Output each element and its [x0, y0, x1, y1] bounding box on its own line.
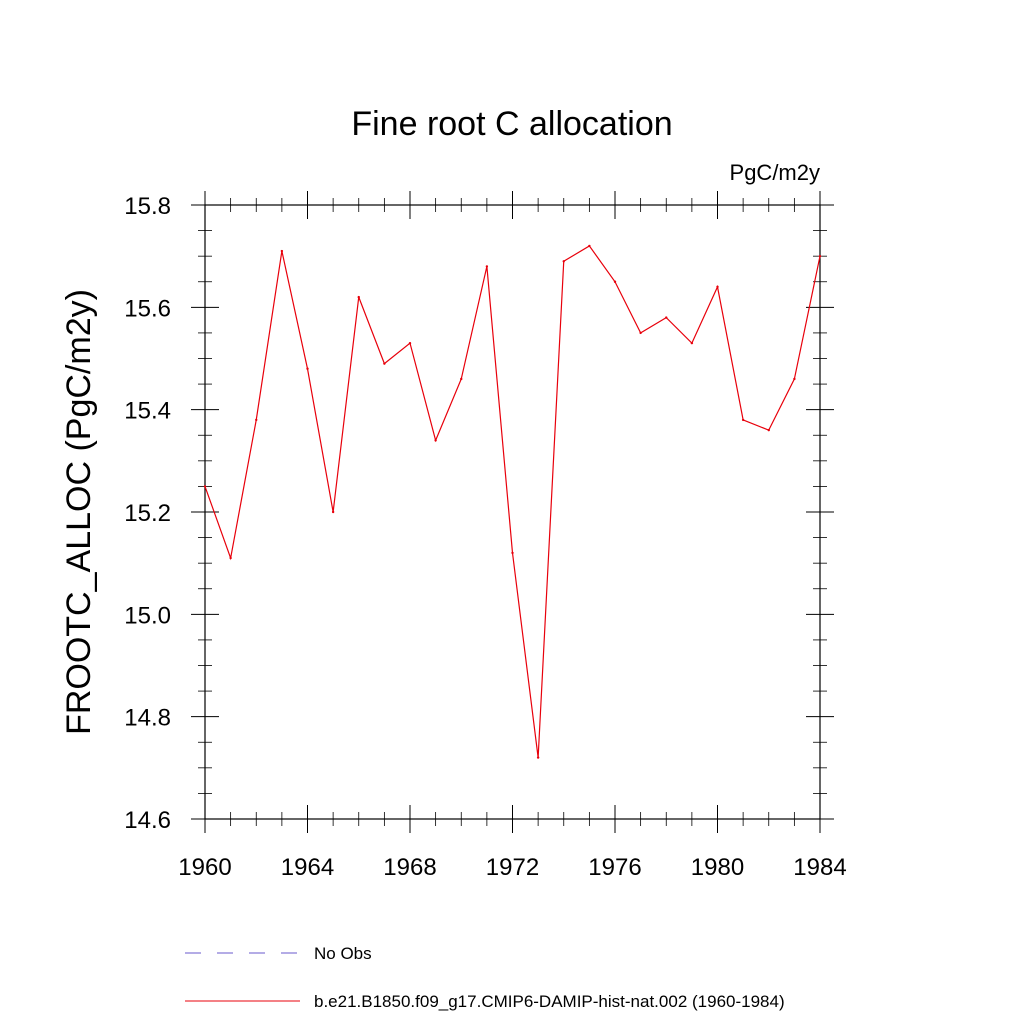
series-line — [204, 245, 821, 758]
y-tick-label: 14.8 — [124, 705, 171, 732]
y-axis-tick-labels: 14.6 14.8 15.0 15.2 15.4 15.6 15.8 — [124, 193, 171, 834]
legend: No Obs b.e21.B1850.f09_g17.CMIP6-DAMIP-hi… — [185, 944, 785, 1011]
x-tick-label: 1972 — [486, 854, 539, 881]
data-point — [639, 331, 642, 335]
legend-label: b.e21.B1850.f09_g17.CMIP6-DAMIP-hist-nat… — [314, 992, 785, 1011]
y-tick-label: 15.6 — [124, 295, 171, 322]
data-point — [306, 367, 309, 370]
x-tick-label: 1964 — [281, 854, 334, 881]
data-point — [331, 510, 335, 514]
data-point — [203, 485, 207, 488]
x-axis-minor-ticks — [230, 198, 795, 826]
x-tick-label: 1980 — [691, 854, 744, 881]
y-axis-major-ticks — [191, 204, 834, 820]
data-point — [690, 341, 694, 345]
data-point — [280, 249, 284, 253]
data-point — [536, 756, 540, 759]
data-point — [511, 551, 514, 555]
data-point — [767, 428, 770, 432]
data-point — [408, 341, 412, 345]
data-point — [588, 244, 591, 248]
units-label: PgC/m2y — [730, 160, 820, 185]
x-tick-label: 1984 — [793, 854, 846, 881]
data-point — [818, 254, 822, 258]
y-axis-label: FROOTC_ALLOC (PgC/m2y) — [60, 289, 98, 735]
data-point — [434, 439, 437, 442]
data-point — [716, 285, 719, 289]
x-axis-tick-labels: 1960 1964 1968 1972 1976 1980 1984 — [178, 854, 846, 881]
y-tick-label: 15.4 — [124, 398, 171, 425]
series-layer — [203, 244, 822, 759]
legend-label: No Obs — [314, 944, 372, 963]
data-point — [665, 316, 668, 319]
data-point — [741, 418, 745, 422]
chart-title: Fine root C allocation — [351, 105, 672, 143]
y-tick-label: 14.6 — [124, 807, 171, 834]
x-axis-major-ticks — [204, 191, 821, 833]
data-point — [485, 265, 489, 268]
y-axis-minor-ticks — [198, 230, 827, 794]
plot-frame — [204, 204, 821, 820]
y-tick-label: 15.8 — [124, 193, 171, 220]
x-tick-label: 1968 — [383, 854, 436, 881]
y-tick-label: 15.2 — [124, 500, 171, 527]
data-point — [793, 377, 796, 381]
data-point — [383, 362, 386, 365]
data-point — [255, 418, 258, 422]
data-point — [357, 295, 360, 299]
data-point — [613, 280, 617, 283]
data-point — [460, 377, 463, 381]
data-point — [562, 260, 565, 263]
x-tick-label: 1960 — [178, 854, 231, 881]
x-tick-label: 1976 — [588, 854, 641, 881]
y-tick-label: 15.0 — [124, 602, 171, 629]
data-point — [229, 556, 232, 560]
